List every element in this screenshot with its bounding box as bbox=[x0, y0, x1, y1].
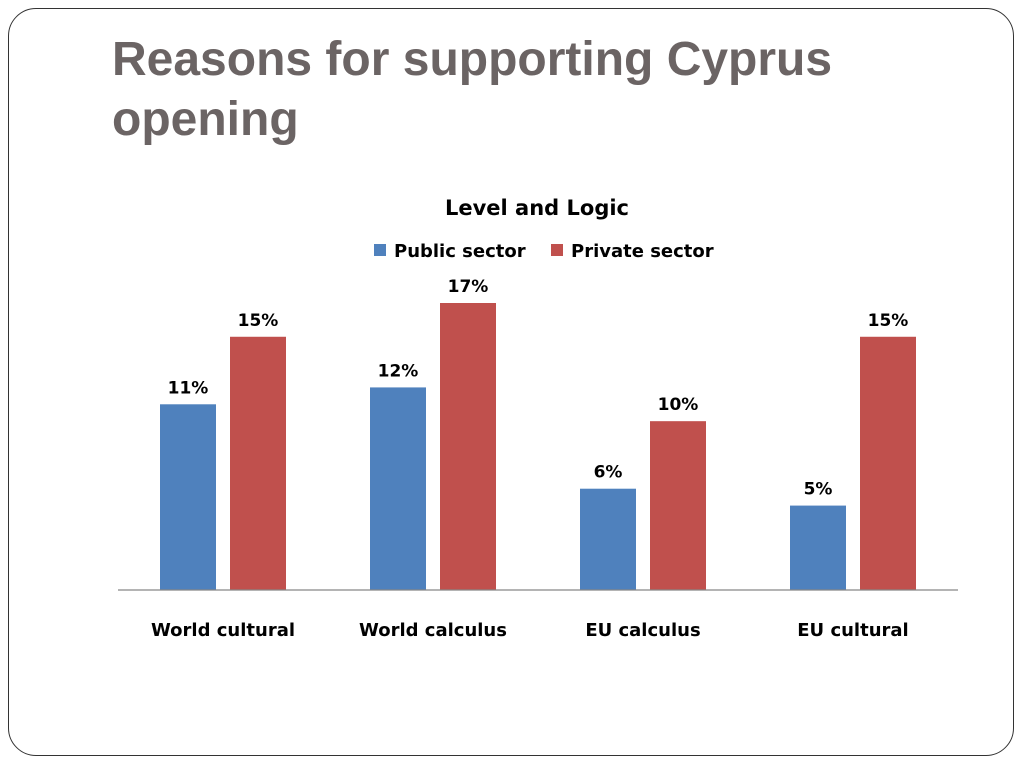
bar-private-2 bbox=[650, 421, 706, 590]
category-label-1: World calculus bbox=[359, 620, 507, 641]
category-label-2: EU calculus bbox=[585, 620, 700, 641]
category-label-0: World cultural bbox=[151, 620, 295, 641]
data-label-public-3: 5% bbox=[804, 480, 833, 500]
chart-legend: Public sector Private sector bbox=[374, 241, 714, 262]
data-label-public-1: 12% bbox=[378, 361, 419, 381]
data-label-public-0: 11% bbox=[168, 378, 209, 398]
bar-public-1 bbox=[370, 387, 426, 590]
data-label-public-2: 6% bbox=[594, 463, 623, 483]
data-label-private-1: 17% bbox=[448, 277, 489, 297]
legend-label-private: Private sector bbox=[571, 241, 714, 262]
legend-label-public: Public sector bbox=[394, 241, 526, 262]
data-label-private-3: 15% bbox=[868, 311, 909, 331]
bar-public-2 bbox=[580, 488, 636, 590]
bar-public-3 bbox=[790, 505, 846, 590]
bar-public-0 bbox=[160, 404, 216, 590]
legend-swatch-public bbox=[374, 244, 386, 256]
category-labels: World cultural World calculus EU calculus E… bbox=[151, 620, 909, 641]
legend-swatch-private bbox=[551, 244, 563, 256]
data-label-private-0: 15% bbox=[238, 311, 279, 331]
bar-private-0 bbox=[230, 336, 286, 590]
chart-title: Level and Logic bbox=[445, 196, 629, 220]
chart-bars: 11% 15% 12% 17% 6% 10% 5% 15% bbox=[160, 277, 916, 590]
slide-title: Reasons for supporting Cyprus opening bbox=[112, 33, 833, 146]
data-label-private-2: 10% bbox=[658, 395, 699, 415]
bar-private-1 bbox=[440, 303, 496, 590]
bar-private-3 bbox=[860, 336, 916, 590]
category-label-3: EU cultural bbox=[797, 620, 908, 641]
slide-frame bbox=[8, 8, 1014, 756]
